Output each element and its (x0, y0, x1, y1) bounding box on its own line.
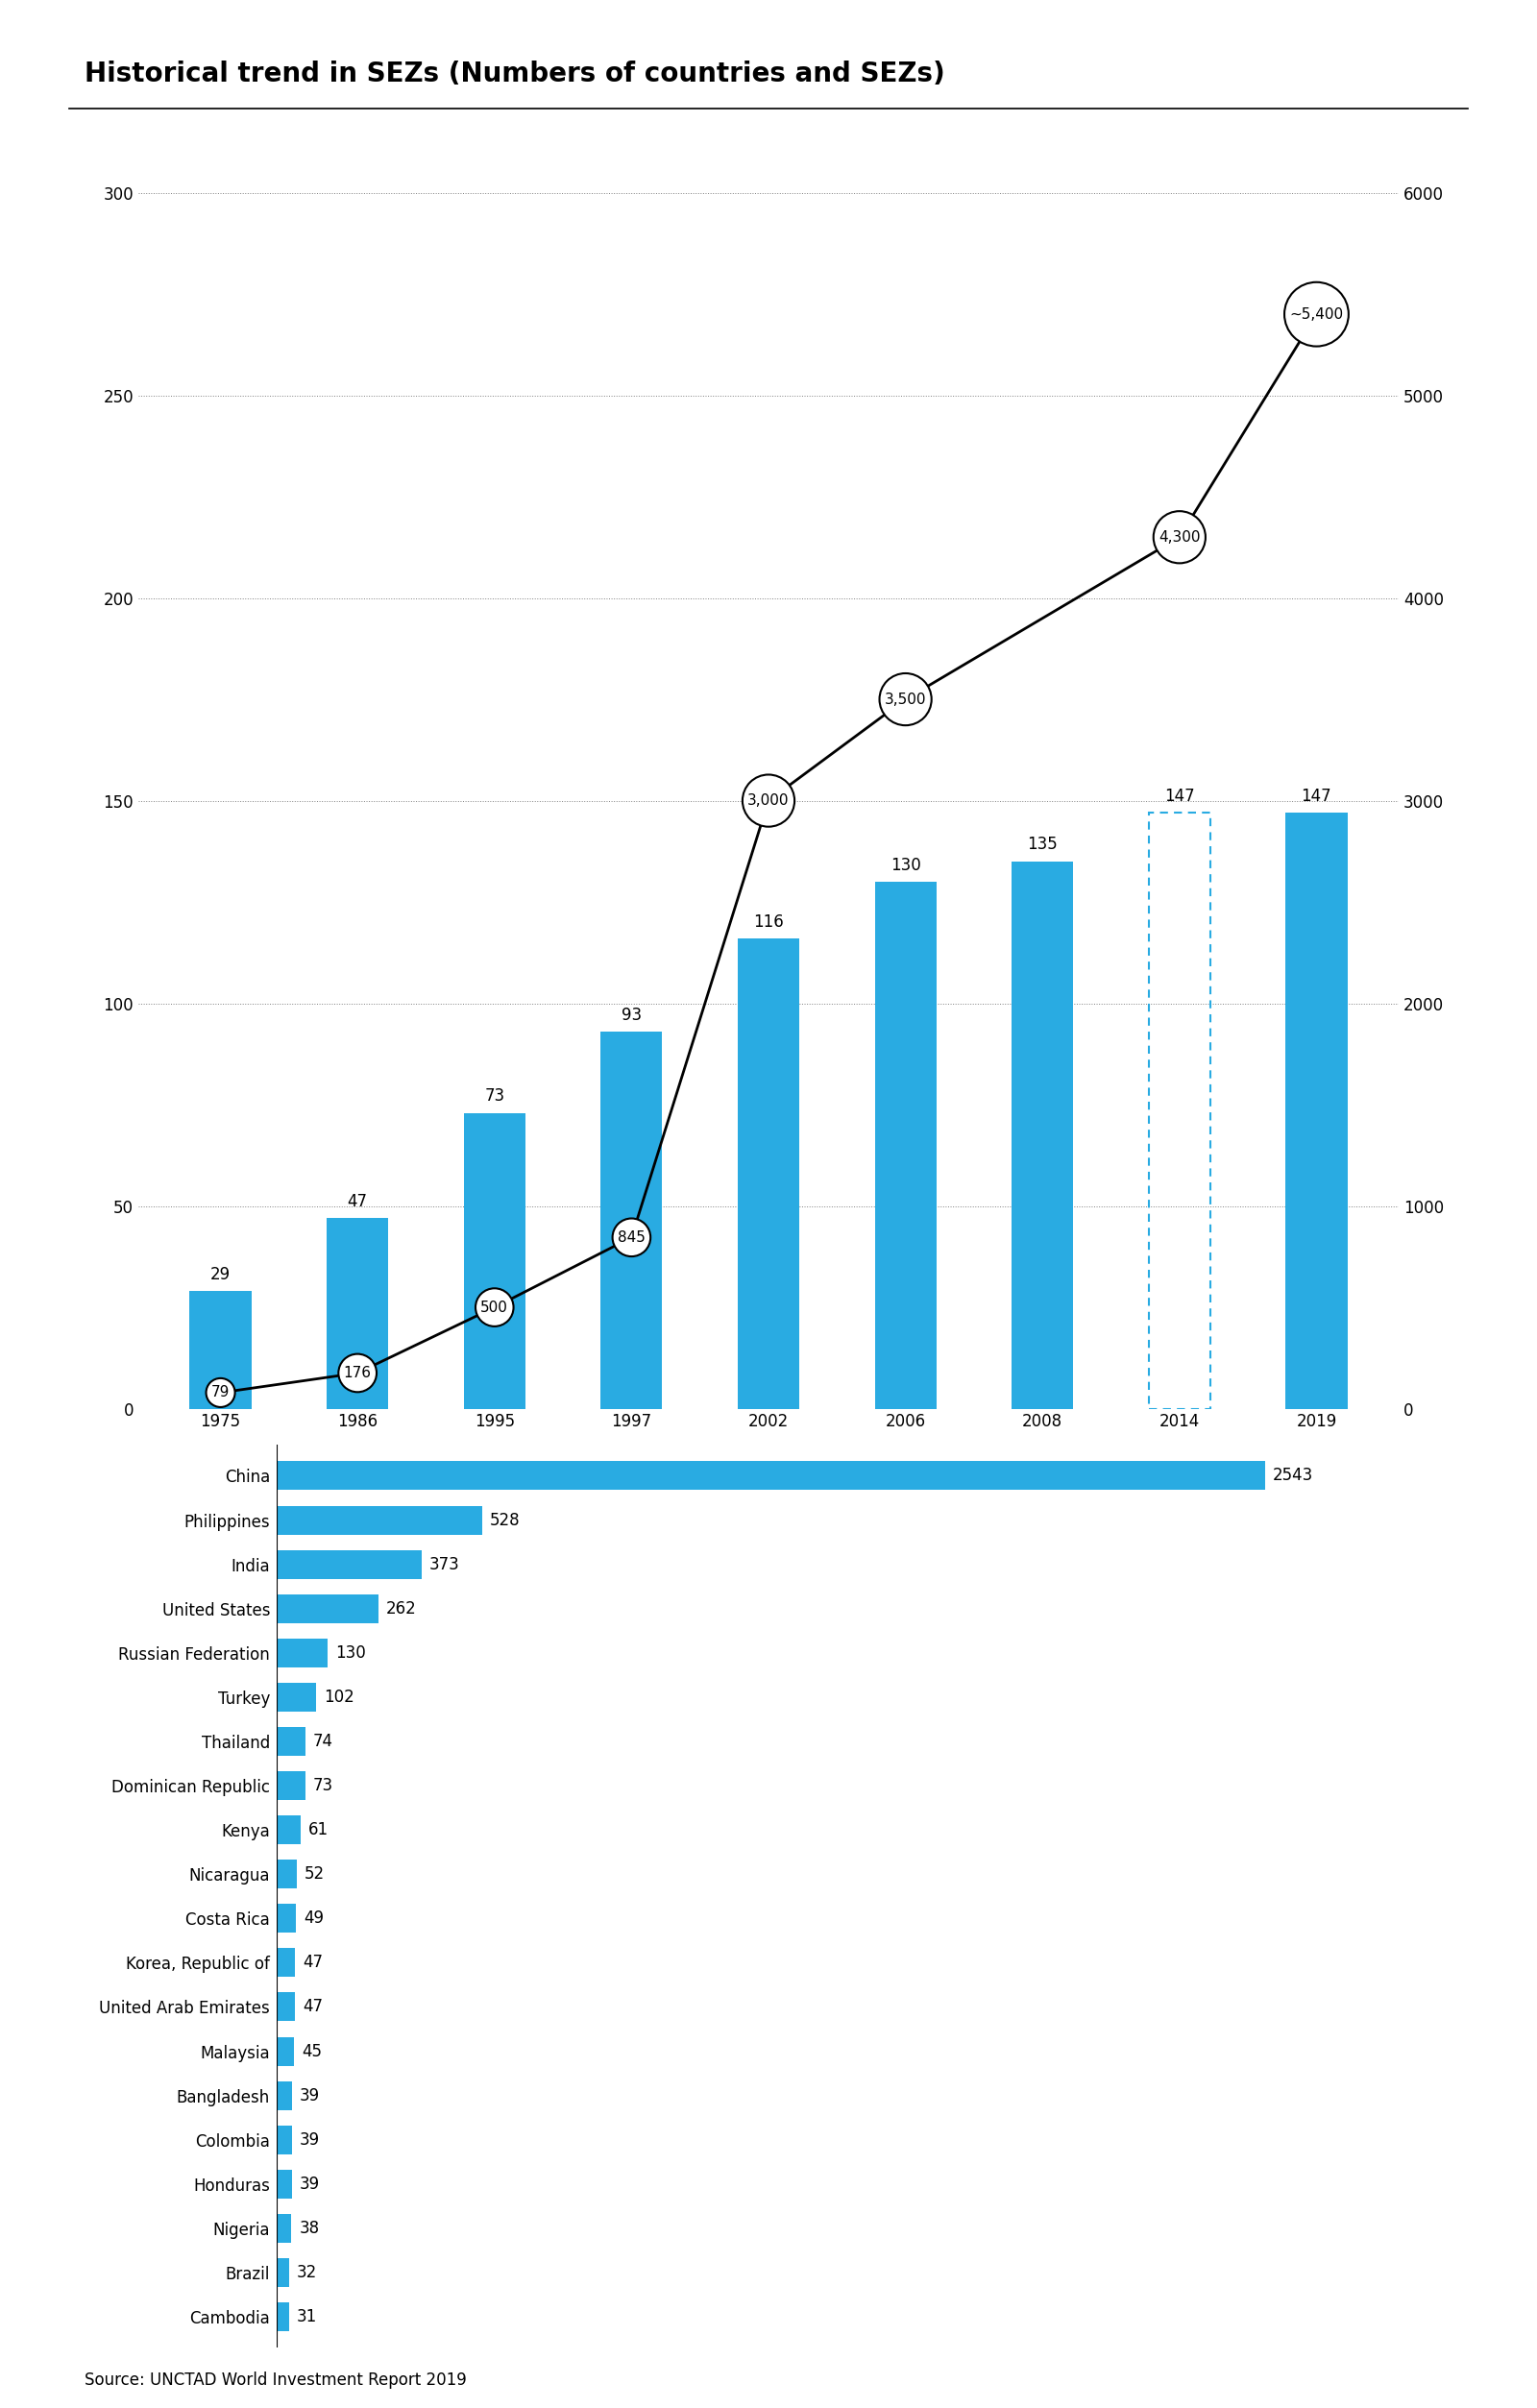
Bar (1148, 814, 1210, 1409)
Text: 47: 47 (303, 1953, 323, 1972)
Text: 93: 93 (621, 1007, 641, 1023)
Bar (277, 2170, 292, 2199)
Text: 4,300: 4,300 (1159, 530, 1200, 544)
Text: 74: 74 (314, 1734, 334, 1751)
Bar (277, 1462, 1265, 1491)
Legend: Number of economies with SEZs, selected years, Number of SEZs: Number of economies with SEZs, selected … (330, 0, 954, 5)
Text: 147: 147 (1165, 787, 1194, 804)
Bar (277, 1991, 295, 2020)
Bar (277, 2037, 294, 2066)
Bar (277, 1905, 295, 1934)
Text: 135: 135 (1027, 836, 1057, 852)
Bar (277, 1594, 378, 1623)
Text: 528: 528 (490, 1512, 520, 1529)
Bar (277, 1772, 304, 1801)
Bar (738, 939, 799, 1409)
Bar (277, 2081, 292, 2109)
Bar (189, 1291, 252, 1409)
Bar (277, 1948, 295, 1977)
Bar (277, 1727, 306, 1755)
Text: 130: 130 (890, 857, 921, 874)
Text: 31: 31 (297, 2309, 317, 2326)
Text: 373: 373 (429, 1556, 460, 1572)
Text: 39: 39 (300, 2088, 320, 2105)
Text: Historical trend in SEZs (Numbers of countries and SEZs): Historical trend in SEZs (Numbers of cou… (85, 60, 945, 87)
Bar (601, 1031, 662, 1409)
Text: ~5,400: ~5,400 (1290, 308, 1343, 320)
Bar (327, 1218, 389, 1409)
Bar (277, 1683, 317, 1712)
Text: 39: 39 (300, 2174, 320, 2194)
Bar (277, 2259, 289, 2288)
Text: 29: 29 (211, 1267, 231, 1283)
Text: 61: 61 (307, 1820, 329, 1840)
Text: 79: 79 (211, 1385, 231, 1399)
Bar (277, 1816, 300, 1845)
Text: 45: 45 (301, 2042, 323, 2059)
Bar (277, 1637, 327, 1666)
Text: 47: 47 (303, 1999, 323, 2015)
Bar (277, 1551, 421, 1580)
Bar (277, 2302, 289, 2331)
Text: 116: 116 (753, 913, 784, 929)
Text: 500: 500 (481, 1300, 509, 1315)
Text: Source: UNCTAD World Investment Report 2019: Source: UNCTAD World Investment Report 2… (85, 2372, 467, 2389)
Bar (277, 2126, 292, 2155)
Bar (277, 2213, 292, 2242)
Text: 73: 73 (484, 1088, 504, 1105)
Text: 147: 147 (1302, 787, 1331, 804)
Bar (1011, 862, 1073, 1409)
Text: 262: 262 (386, 1599, 417, 1618)
Text: 3,500: 3,500 (885, 691, 927, 706)
Text: 38: 38 (300, 2220, 320, 2237)
Text: 102: 102 (324, 1688, 355, 1705)
Text: 47: 47 (347, 1192, 367, 1211)
Text: 73: 73 (314, 1777, 334, 1794)
Text: 52: 52 (304, 1866, 324, 1883)
Bar (277, 1859, 297, 1888)
Bar (875, 881, 936, 1409)
Text: 32: 32 (297, 2264, 317, 2280)
Text: 2543: 2543 (1273, 1466, 1313, 1483)
Text: 845: 845 (618, 1230, 646, 1245)
Text: 49: 49 (303, 1910, 324, 1926)
Text: 130: 130 (335, 1645, 366, 1662)
Bar (464, 1112, 526, 1409)
Text: 39: 39 (300, 2131, 320, 2148)
Text: 3,000: 3,000 (747, 795, 790, 807)
Text: 176: 176 (344, 1365, 372, 1380)
Bar (277, 1505, 481, 1534)
Bar (1285, 814, 1348, 1409)
